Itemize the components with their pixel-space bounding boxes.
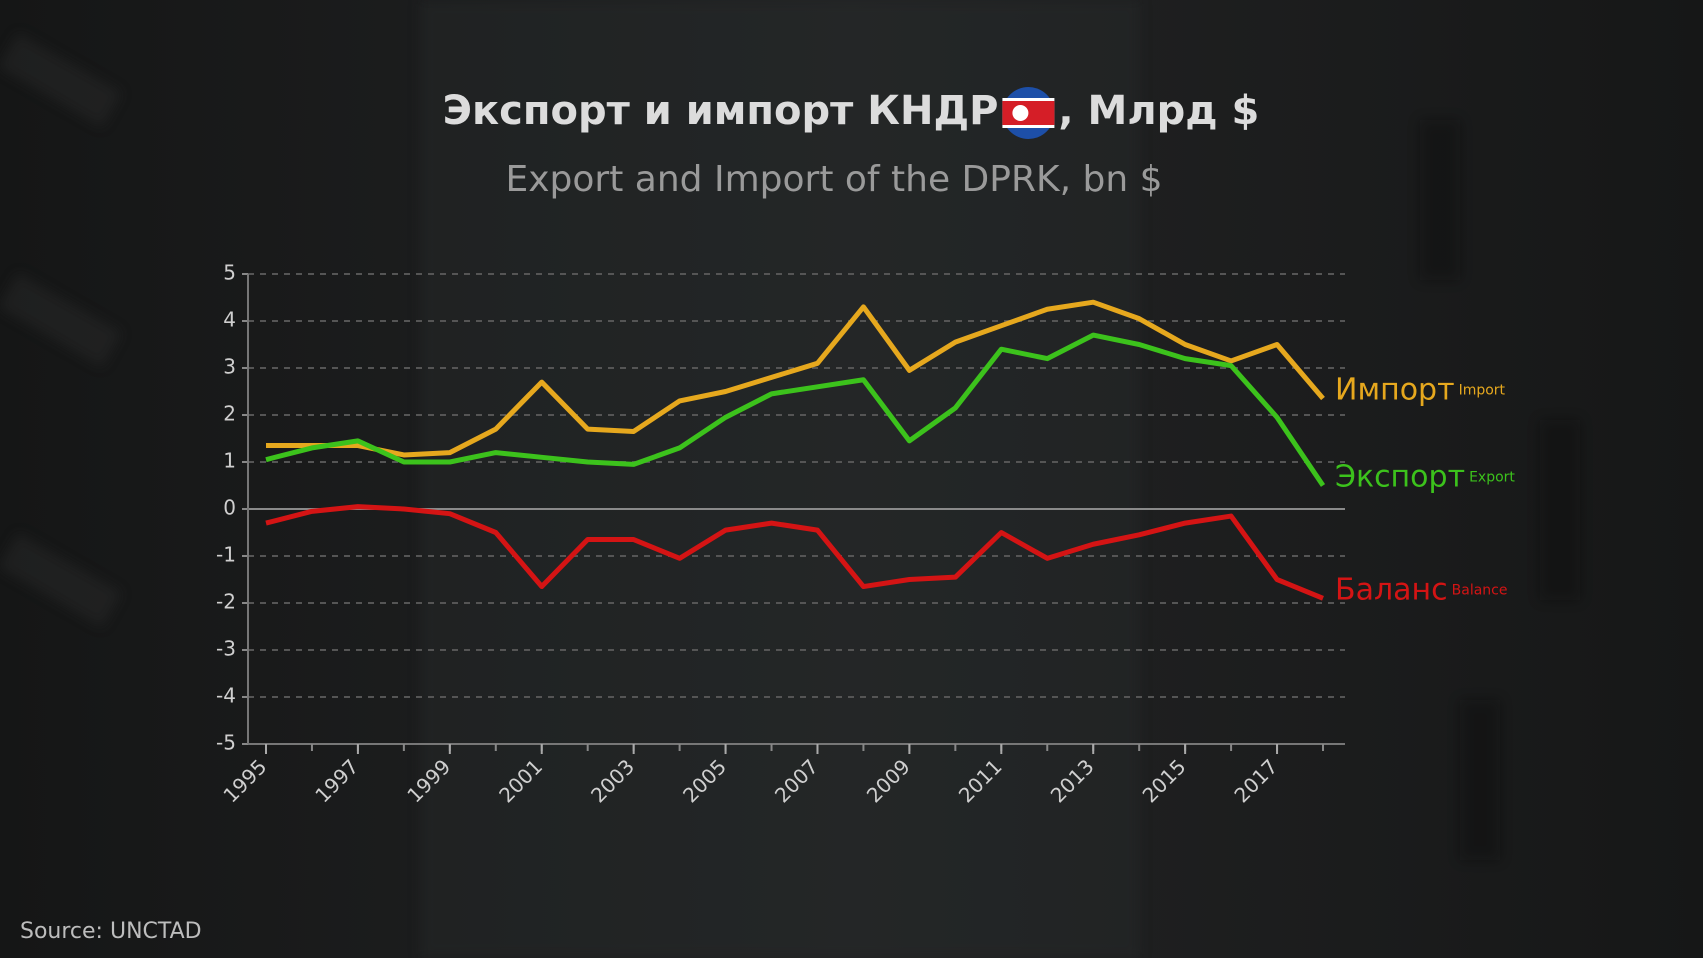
series-label: Импорт Import bbox=[1335, 372, 1506, 407]
background-pattern bbox=[0, 0, 1580, 958]
y-tick-label: -1 bbox=[216, 543, 236, 567]
series-line bbox=[265, 332, 1326, 487]
chart-subtitle: Export and Import of the DPRK, bn $ bbox=[506, 159, 1163, 200]
chart-title: Экспорт и импорт КНДР , Млрд $ bbox=[443, 88, 1260, 134]
title-suffix: , Млрд $ bbox=[1058, 88, 1259, 134]
y-tick-label: 0 bbox=[223, 496, 236, 520]
series-label: Экспорт Export bbox=[1335, 459, 1515, 494]
y-tick-label: -3 bbox=[216, 637, 236, 661]
y-tick-label: 1 bbox=[223, 449, 236, 473]
series-line bbox=[266, 299, 1325, 458]
flag-icon bbox=[1002, 87, 1055, 139]
series-name-en: Import bbox=[1459, 383, 1506, 399]
y-tick-label: -5 bbox=[216, 731, 236, 755]
series-label: Баланс Balance bbox=[1335, 572, 1507, 607]
flag-circle bbox=[1012, 105, 1029, 121]
series-line bbox=[265, 504, 1324, 601]
title-text: Экспорт и импорт КНДР bbox=[443, 88, 999, 134]
series-name-en: Export bbox=[1469, 470, 1515, 486]
source-note: Source: UNCTAD bbox=[20, 919, 202, 944]
y-tick-label: -2 bbox=[216, 590, 236, 614]
series-name: Баланс bbox=[1335, 572, 1448, 607]
y-tick-label: 2 bbox=[223, 402, 236, 426]
y-tick-label: 3 bbox=[223, 355, 236, 379]
series-name-en: Balance bbox=[1452, 582, 1508, 598]
series-name: Импорт bbox=[1335, 372, 1455, 407]
y-tick-label: 4 bbox=[223, 308, 236, 332]
y-tick-label: -4 bbox=[216, 684, 236, 708]
series-name: Экспорт bbox=[1335, 459, 1465, 494]
y-tick-label: 5 bbox=[223, 261, 236, 285]
